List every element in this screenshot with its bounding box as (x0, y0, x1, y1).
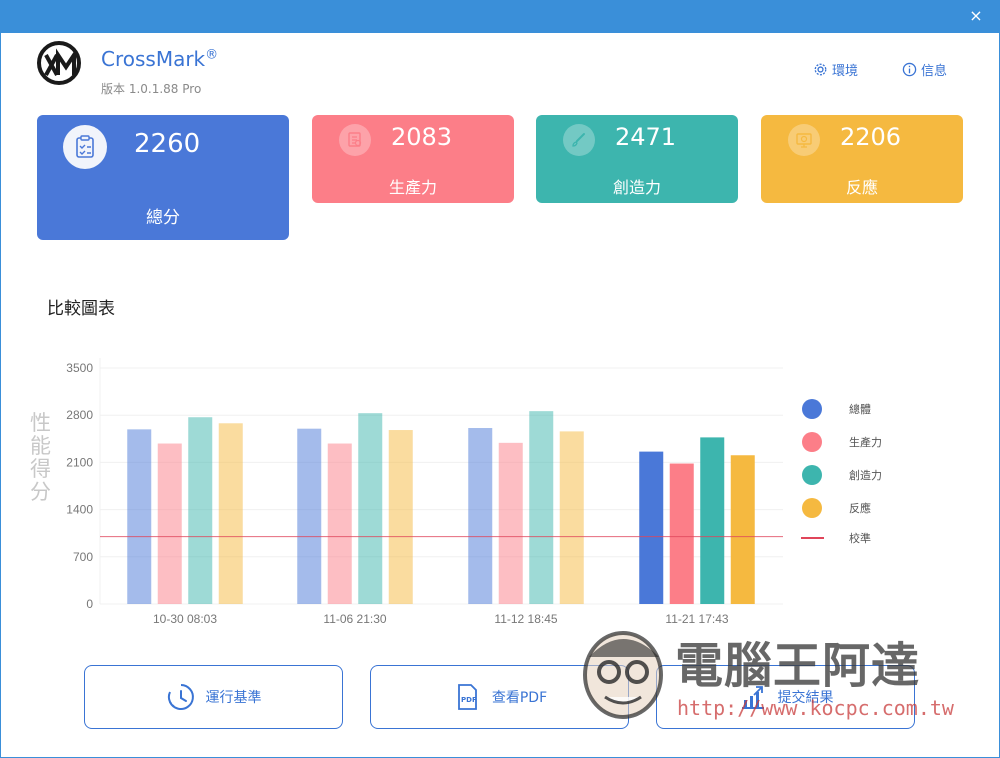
productivity-score: 2083 (391, 123, 453, 151)
chart-bar (157, 443, 182, 604)
chart-bar (188, 417, 213, 604)
chart-bar (529, 411, 554, 604)
app-version: 版本 1.0.1.88 Pro (101, 82, 202, 96)
x-tick-label: 11-06 21:30 (323, 612, 386, 626)
chart-bar (327, 443, 352, 604)
upload-chart-icon (741, 686, 764, 709)
chart-bar (559, 431, 584, 604)
y-tick-label: 3500 (66, 361, 93, 375)
total-score-card: 2260 總分 (37, 115, 289, 240)
y-tick-label: 0 (86, 597, 93, 611)
chart-bar (700, 437, 725, 604)
chart-bar (218, 423, 243, 604)
legend-swatch (802, 432, 822, 452)
legend-label: 創造力 (849, 468, 882, 482)
view-pdf-label: 查看PDF (491, 690, 548, 706)
run-benchmark-button[interactable]: 運行基準 (84, 665, 343, 729)
crossmark-logo (37, 41, 81, 85)
productivity-card: 2083 生產力 (312, 115, 514, 203)
chart-bar (468, 428, 493, 604)
x-tick-label: 11-21 17:43 (665, 612, 728, 626)
clipboard-icon (63, 125, 107, 169)
info-label: 信息 (921, 64, 948, 79)
info-icon (902, 62, 917, 77)
total-label: 總分 (146, 208, 180, 228)
responsiveness-score: 2206 (840, 123, 902, 151)
run-benchmark-label: 運行基準 (205, 690, 262, 706)
gear-icon (814, 63, 827, 76)
chart-bar (669, 463, 694, 604)
responsiveness-card: 2206 反應 (761, 115, 963, 203)
creativity-score: 2471 (615, 123, 677, 151)
pdf-icon: PDF (457, 684, 477, 710)
productivity-label: 生產力 (388, 178, 437, 197)
chart-bar (127, 429, 152, 604)
chart-bar (730, 455, 755, 604)
responsiveness-label: 反應 (845, 178, 878, 197)
chart-bar (639, 451, 664, 604)
y-tick-label: 700 (73, 550, 93, 564)
y-tick-label: 2100 (66, 455, 93, 469)
document-icon (339, 124, 371, 156)
monitor-icon (788, 124, 820, 156)
creativity-card: 2471 創造力 (536, 115, 738, 203)
legend-label: 生產力 (849, 435, 882, 449)
legend-swatch (802, 399, 822, 419)
x-tick-label: 10-30 08:03 (153, 612, 217, 626)
legend-label: 總體 (849, 402, 871, 416)
settings-link[interactable]: 環境 (813, 60, 858, 79)
title-bar: × (0, 0, 1000, 33)
chart-bar (358, 413, 383, 604)
chart-bar (498, 442, 523, 604)
legend-swatch (802, 465, 822, 485)
chart-bar (388, 430, 413, 604)
y-tick-label: 2800 (66, 408, 93, 422)
view-pdf-button[interactable]: PDF 查看PDF (370, 665, 629, 729)
app-name: CrossMark® (101, 47, 219, 71)
y-tick-label: 1400 (66, 503, 93, 517)
comparison-chart: 0 700 1400 2100 2800 3500 10-30 08:03 11-06 21:… (30, 358, 882, 626)
section-title: 比較圖表 (47, 299, 115, 319)
brush-icon (563, 124, 595, 156)
x-tick-label: 11-12 18:45 (494, 612, 557, 626)
settings-label: 環境 (832, 64, 859, 79)
legend-baseline-label: 校準 (849, 531, 871, 545)
total-score: 2260 (134, 129, 201, 159)
info-link[interactable]: 信息 (902, 60, 947, 79)
legend-label: 反應 (849, 501, 871, 515)
y-axis-label: 性能得分 (30, 411, 51, 504)
close-icon[interactable]: × (969, 6, 983, 25)
submit-results-button[interactable]: 提交結果 (656, 665, 915, 729)
chart-bar (297, 428, 322, 604)
clock-icon (167, 684, 194, 710)
creativity-label: 創造力 (612, 178, 661, 197)
svg-text:PDF: PDF (461, 696, 477, 704)
submit-results-label: 提交結果 (777, 690, 834, 706)
legend-swatch (802, 498, 822, 518)
